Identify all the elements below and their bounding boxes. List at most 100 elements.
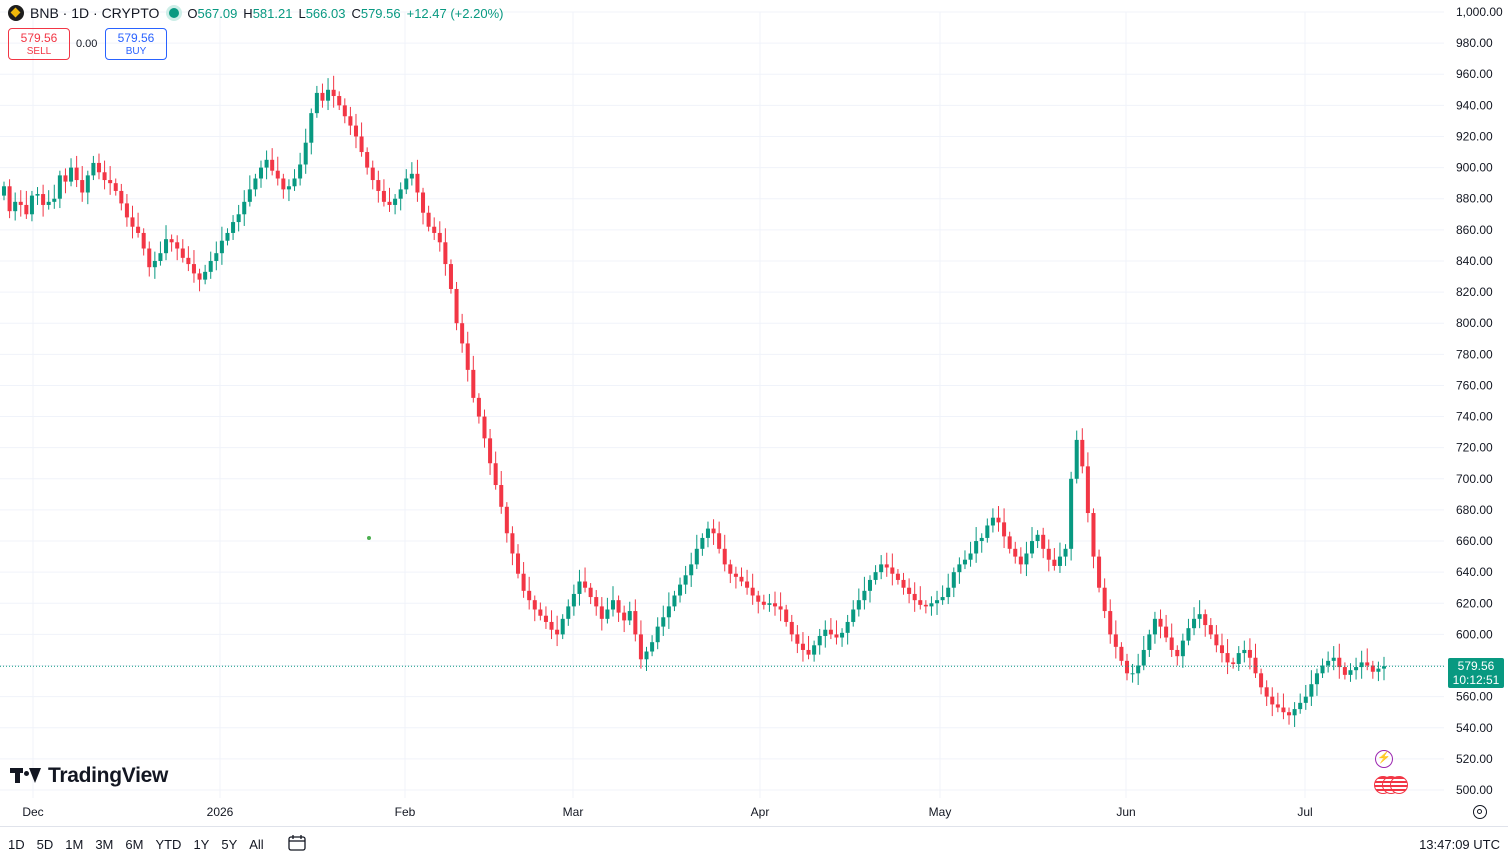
- candle: [460, 313, 465, 353]
- candle: [1270, 687, 1275, 717]
- candle: [599, 597, 604, 631]
- candle-body: [437, 232, 442, 243]
- bolt-icon[interactable]: ⚡: [1375, 750, 1393, 768]
- candle-body: [1018, 556, 1023, 565]
- candle-body: [242, 201, 247, 215]
- candle: [203, 264, 208, 285]
- candle: [108, 166, 113, 195]
- candle-body: [219, 240, 224, 254]
- tradingview-logo[interactable]: TradingView: [10, 764, 168, 788]
- range-6m[interactable]: 6M: [125, 837, 144, 852]
- candle: [588, 583, 593, 605]
- candle: [538, 602, 543, 621]
- candle: [1231, 657, 1236, 669]
- candle-body: [80, 180, 85, 193]
- candle-body: [1063, 548, 1068, 557]
- candle: [1303, 684, 1308, 710]
- candle: [1287, 707, 1292, 725]
- candle-body: [258, 167, 264, 179]
- flags-icon[interactable]: [1374, 776, 1414, 794]
- candle-body: [365, 152, 370, 168]
- candle-body: [175, 242, 180, 249]
- candle: [1124, 653, 1130, 681]
- y-tick-label: 600.00: [1456, 627, 1493, 641]
- candle: [186, 246, 191, 272]
- candle-body: [1365, 662, 1370, 666]
- candle: [236, 204, 241, 232]
- candle-body: [756, 595, 761, 602]
- candle: [661, 605, 666, 636]
- candle: [1119, 642, 1124, 666]
- candle-body: [1298, 702, 1303, 710]
- candle: [169, 234, 174, 252]
- range-5d[interactable]: 5D: [36, 837, 54, 852]
- candle: [130, 205, 135, 239]
- candle-body: [348, 116, 353, 126]
- candle-body: [711, 528, 716, 534]
- candle: [225, 228, 230, 246]
- symbol-title[interactable]: BNB · 1D · CRYPTO: [30, 5, 160, 21]
- candle: [1247, 638, 1252, 670]
- candle-body: [52, 198, 57, 202]
- candle-body: [923, 604, 928, 607]
- candle-body: [1359, 662, 1364, 668]
- candle: [1057, 542, 1062, 573]
- candle: [694, 534, 699, 570]
- candle-body: [990, 517, 995, 526]
- candle: [281, 173, 286, 199]
- live-dot-icon: [169, 8, 180, 18]
- y-tick-label: 680.00: [1456, 503, 1493, 517]
- candle-body: [907, 587, 912, 594]
- candle-body: [499, 485, 504, 507]
- buy-button[interactable]: 579.56 BUY: [105, 28, 167, 60]
- candle-body: [1164, 626, 1169, 638]
- candle: [683, 565, 688, 594]
- candle: [359, 122, 364, 157]
- candle-body: [940, 597, 945, 601]
- calendar-icon[interactable]: [288, 835, 306, 851]
- y-tick-label: 620.00: [1456, 596, 1493, 610]
- candle-body: [1342, 667, 1347, 675]
- candle: [13, 192, 18, 221]
- candle-body: [1303, 696, 1308, 703]
- candle: [974, 527, 979, 563]
- x-tick-label: 2026: [207, 805, 234, 819]
- candle-body: [1152, 618, 1157, 635]
- candle: [515, 544, 521, 579]
- candle-body: [946, 587, 951, 598]
- candle-body: [35, 194, 40, 196]
- candle-body: [583, 581, 588, 588]
- candle-body: [862, 590, 867, 601]
- candle: [968, 541, 973, 567]
- candle-body: [353, 125, 358, 137]
- range-5y[interactable]: 5Y: [221, 837, 238, 852]
- candle: [1192, 607, 1197, 636]
- candle-body: [1102, 587, 1107, 612]
- candle: [935, 590, 940, 615]
- candle: [985, 518, 990, 543]
- y-tick-label: 500.00: [1456, 783, 1493, 797]
- candle-body: [398, 189, 403, 199]
- range-ytd[interactable]: YTD: [155, 837, 182, 852]
- range-1m[interactable]: 1M: [65, 837, 84, 852]
- candle-body: [588, 587, 593, 598]
- range-3m[interactable]: 3M: [95, 837, 114, 852]
- candle-body: [1287, 712, 1292, 716]
- settings-icon[interactable]: [1473, 805, 1487, 819]
- candle-body: [1275, 704, 1280, 708]
- range-1y[interactable]: 1Y: [193, 837, 210, 852]
- range-all[interactable]: All: [249, 837, 264, 852]
- sell-button[interactable]: 579.56 SELL: [8, 28, 70, 60]
- candle: [817, 628, 822, 655]
- candle-body: [124, 203, 129, 218]
- candle-body: [298, 164, 303, 179]
- candle-body: [286, 186, 291, 190]
- candle: [901, 572, 906, 595]
- candle: [940, 585, 945, 605]
- range-1d[interactable]: 1D: [8, 837, 25, 852]
- candle: [443, 228, 448, 276]
- candle-body: [253, 178, 258, 190]
- candle: [767, 593, 772, 612]
- candle: [337, 91, 342, 111]
